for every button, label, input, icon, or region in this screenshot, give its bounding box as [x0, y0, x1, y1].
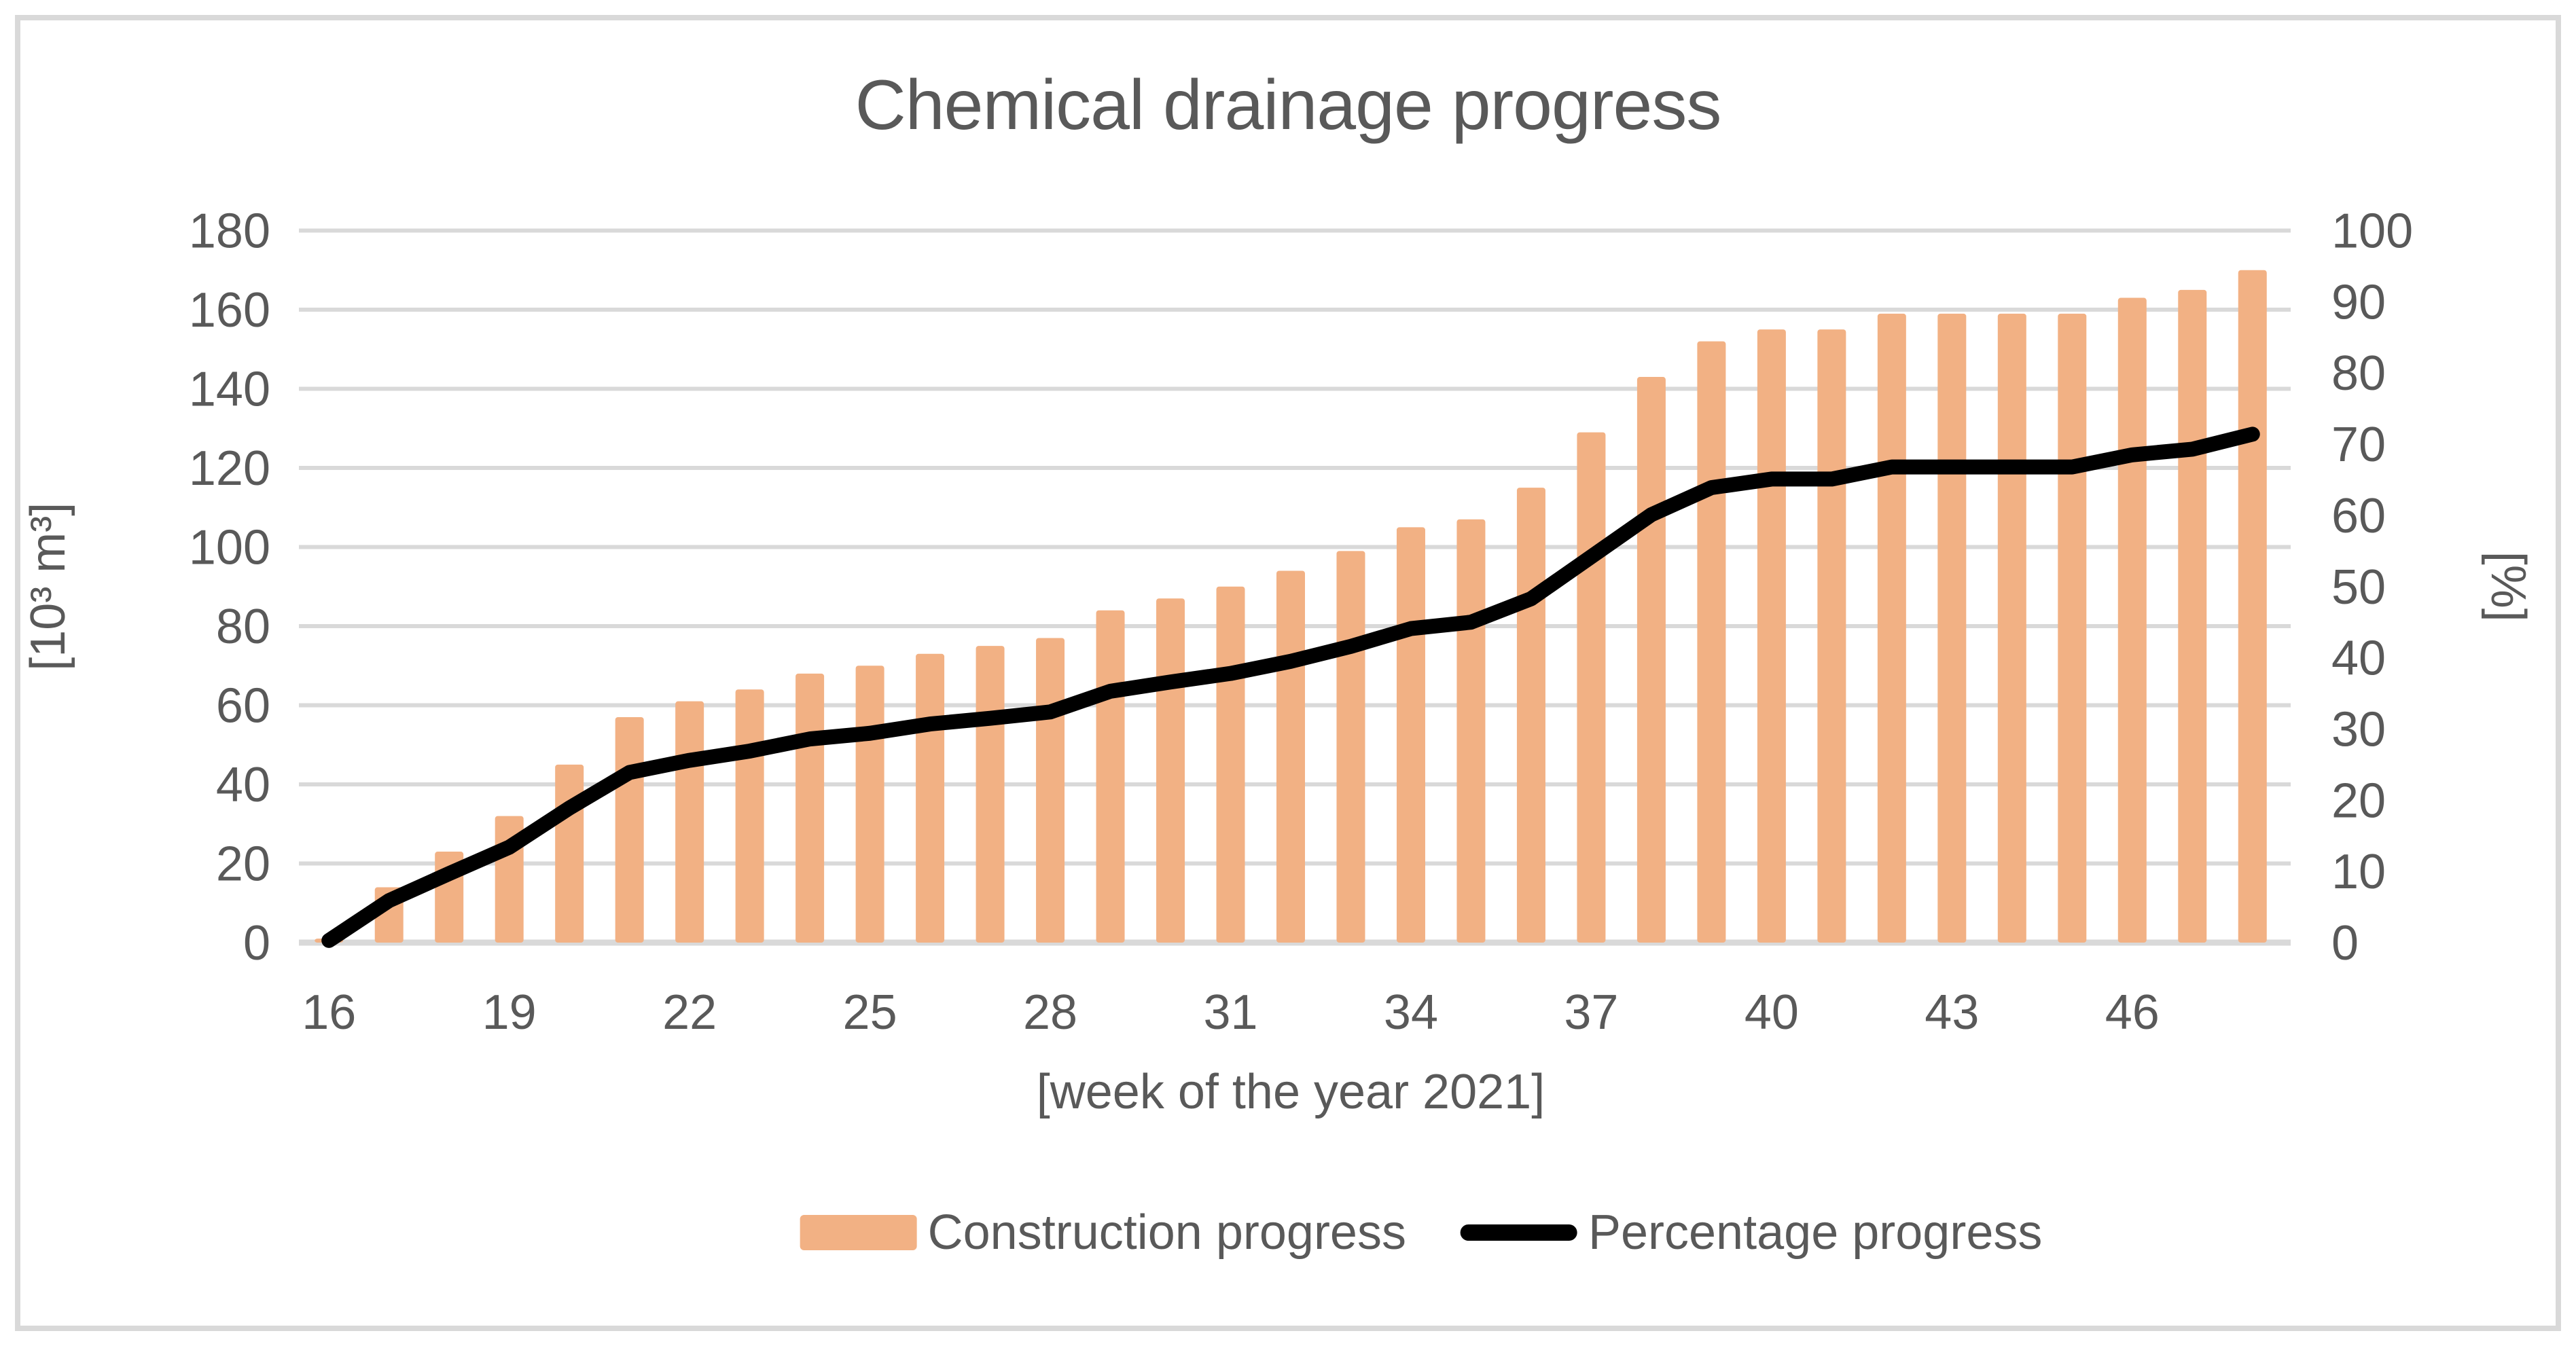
x-tick-label: 31 [1203, 985, 1257, 1040]
y-tick-label-right: 0 [2331, 916, 2359, 970]
x-tick-label: 25 [843, 985, 897, 1040]
bar [1997, 313, 2026, 943]
bar [916, 653, 945, 943]
bar [1456, 519, 1486, 943]
x-tick-label: 22 [662, 985, 717, 1040]
x-tick-label: 37 [1564, 985, 1618, 1040]
y-tick-label-left: 160 [189, 283, 270, 338]
x-tick-label: 40 [1745, 985, 1799, 1040]
bar [1156, 598, 1185, 943]
y-tick-label-left: 40 [216, 758, 270, 812]
bar [2238, 270, 2267, 943]
bar [2117, 297, 2147, 943]
y-tick-label-left: 80 [216, 600, 270, 654]
bar [976, 646, 1005, 943]
legend-item-percentage: Percentage progress [1460, 1205, 2043, 1260]
bar [1036, 638, 1065, 943]
chart-title: Chemical drainage progress [855, 66, 1722, 145]
bar [675, 701, 704, 943]
y-tick-label-right: 30 [2331, 702, 2386, 757]
bar [2058, 313, 2087, 943]
x-tick-label: 43 [1925, 985, 1979, 1040]
bar [555, 764, 584, 943]
y-tick-label-right: 40 [2331, 632, 2386, 686]
y-tick-label-left: 100 [189, 521, 270, 575]
bar [1636, 377, 1666, 943]
y-tick-label-left: 180 [189, 204, 270, 259]
y-axis-title-right: [%] [2481, 551, 2535, 622]
bar [615, 716, 644, 943]
x-tick-label: 28 [1023, 985, 1077, 1040]
y-tick-label-left: 120 [189, 441, 270, 496]
bar [2178, 289, 2207, 943]
bar [1937, 313, 1967, 943]
x-tick-label: 34 [1384, 985, 1438, 1040]
y-tick-label-right: 60 [2331, 489, 2386, 543]
x-tick-label: 19 [482, 985, 537, 1040]
bar [1096, 610, 1125, 943]
legend-item-construction: Construction progress [800, 1205, 1406, 1260]
x-tick-label: 46 [2105, 985, 2160, 1040]
bar [795, 673, 825, 943]
x-tick-label: 16 [302, 985, 356, 1040]
x-axis-title: [week of the year 2021] [1037, 1065, 1545, 1119]
y-tick-label-left: 60 [216, 679, 270, 733]
y-tick-label-left: 20 [216, 837, 270, 892]
bar-series-swatch-icon [800, 1215, 917, 1250]
bar [1697, 341, 1726, 943]
bar [735, 689, 764, 943]
bar [1516, 488, 1545, 943]
line-series-swatch-icon [1460, 1224, 1577, 1241]
bar [1216, 586, 1245, 943]
y-tick-label-right: 50 [2331, 560, 2386, 615]
bar [1817, 329, 1846, 943]
y-tick-label-right: 20 [2331, 774, 2386, 828]
y-tick-label-left: 0 [243, 916, 270, 970]
y-tick-label-left: 140 [189, 363, 270, 417]
legend-label-percentage: Percentage progress [1588, 1205, 2043, 1260]
y-tick-label-right: 100 [2331, 204, 2413, 259]
percentage-progress-line [321, 426, 2260, 948]
legend-label-construction: Construction progress [927, 1205, 1406, 1260]
bar [1877, 313, 1906, 943]
y-tick-label-right: 70 [2331, 418, 2386, 472]
bar [1396, 527, 1425, 943]
legend: Construction progress Percentage progres… [800, 1205, 2043, 1260]
y-tick-label-right: 90 [2331, 275, 2386, 329]
y-axis-title-left: [10³ m³] [21, 503, 75, 671]
bar [1757, 329, 1786, 943]
y-tick-label-right: 80 [2331, 346, 2386, 401]
bar [1577, 432, 1606, 943]
bar [1336, 551, 1365, 943]
bar [855, 666, 884, 943]
bar [1276, 570, 1305, 943]
y-tick-label-right: 10 [2331, 845, 2386, 899]
